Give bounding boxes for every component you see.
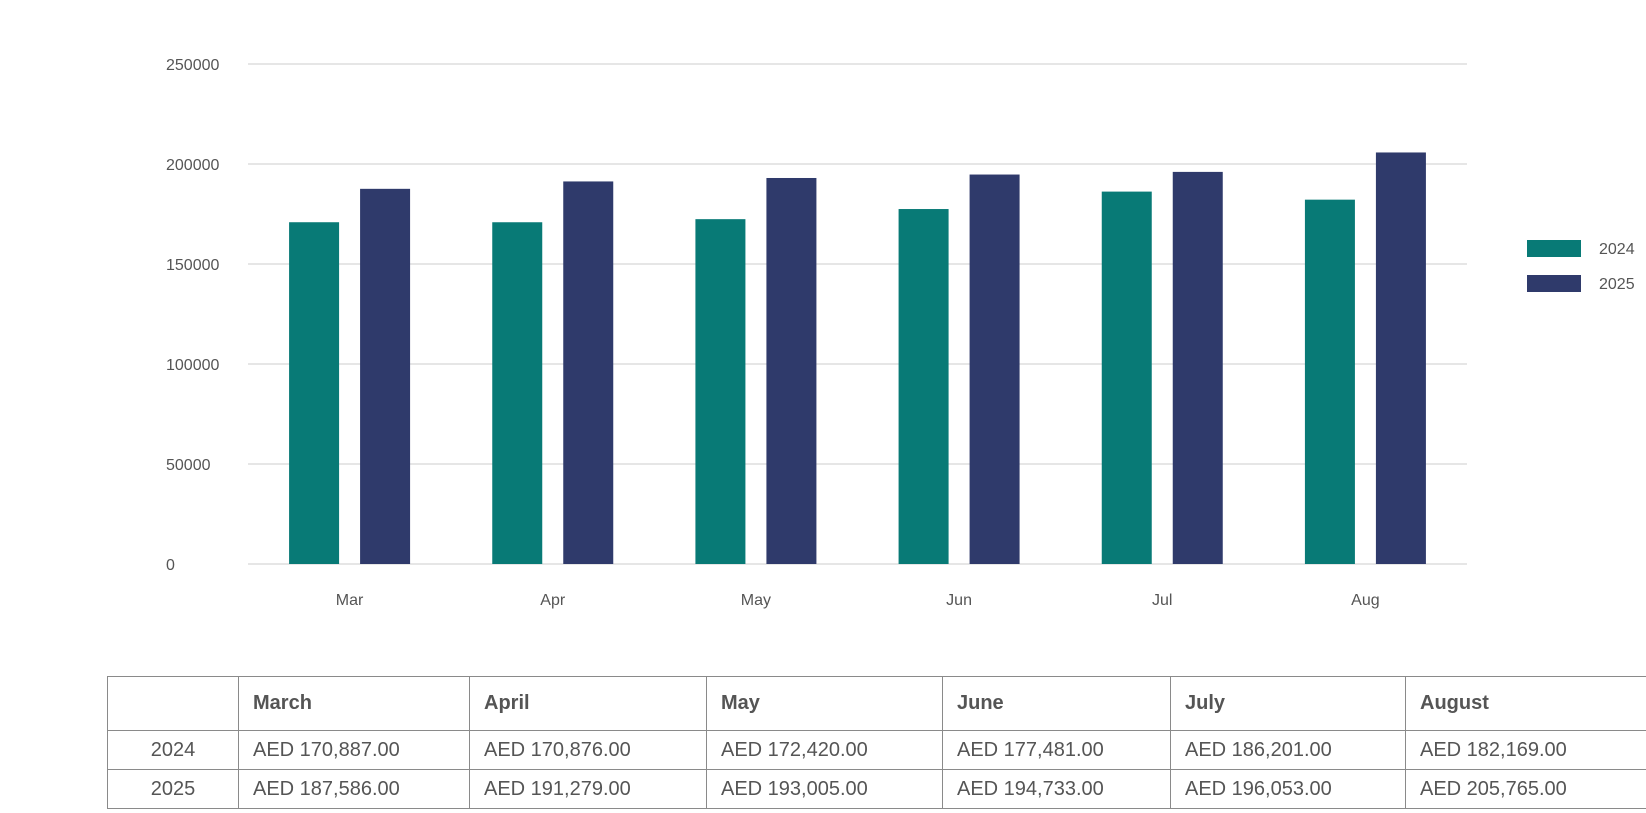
y-axis-ticks: 0 50000 100000 150000 200000 250000: [166, 57, 219, 574]
bar-2025-Jun: [969, 174, 1020, 564]
table-header-row: March April May June July August: [107, 676, 1646, 731]
table-cell: AED 177,481.00: [942, 730, 1171, 770]
legend-swatch: [1527, 275, 1581, 292]
table-cell: AED 191,279.00: [469, 769, 707, 809]
bar-2024-Jul: [1101, 191, 1152, 564]
legend-swatch: [1527, 240, 1581, 257]
bar-2025-Aug: [1375, 152, 1426, 564]
bar-2024-Jun: [898, 209, 949, 564]
table-cell: AED 170,876.00: [469, 730, 707, 770]
x-tick-label: Mar: [336, 592, 364, 609]
table-header-cell: May: [706, 676, 943, 731]
table-row: 2025 AED 187,586.00 AED 191,279.00 AED 1…: [107, 769, 1646, 809]
legend-label: 2025: [1599, 276, 1635, 293]
table-row: 2024 AED 170,887.00 AED 170,876.00 AED 1…: [107, 730, 1646, 770]
table-header-cell: August: [1405, 676, 1646, 731]
chart-legend: 2024 2025: [1527, 240, 1635, 293]
table-header-cell: June: [942, 676, 1171, 731]
data-table: March April May June July August 2024 AE…: [107, 676, 1646, 809]
table-header-cell: [107, 676, 239, 731]
chart-bars: [289, 152, 1426, 565]
x-tick-label: May: [741, 592, 771, 609]
legend-label: 2024: [1599, 241, 1635, 258]
x-axis-ticks: Mar Apr May Jun Jul Aug: [336, 592, 1380, 609]
table-cell: AED 193,005.00: [706, 769, 943, 809]
bar-2025-Jul: [1172, 171, 1223, 565]
y-tick-label: 100000: [166, 357, 219, 374]
bar-2024-Apr: [492, 222, 543, 565]
table-header-cell: March: [238, 676, 470, 731]
bar-chart: 0 50000 100000 150000 200000 250000 Mar Apr May…: [166, 57, 1635, 609]
y-tick-label: 200000: [166, 157, 219, 174]
bar-2024-May: [695, 219, 746, 564]
table-header-cell: April: [469, 676, 707, 731]
bar-2024-Mar: [289, 222, 340, 564]
table-header-cell: July: [1170, 676, 1406, 731]
y-tick-label: 0: [166, 557, 175, 574]
x-tick-label: Jun: [946, 592, 972, 609]
bar-2025-Apr: [563, 181, 614, 564]
bar-2025-May: [766, 177, 817, 565]
table-row-label: 2024: [107, 730, 239, 770]
y-tick-label: 150000: [166, 257, 219, 274]
table-cell: AED 182,169.00: [1405, 730, 1646, 770]
table-cell: AED 170,887.00: [238, 730, 470, 770]
table-cell: AED 205,765.00: [1405, 769, 1646, 809]
x-tick-label: Apr: [540, 592, 566, 609]
y-tick-label: 50000: [166, 457, 211, 474]
table-cell: AED 187,586.00: [238, 769, 470, 809]
table-row-label: 2025: [107, 769, 239, 809]
table-cell: AED 172,420.00: [706, 730, 943, 770]
table-cell: AED 186,201.00: [1170, 730, 1406, 770]
table-cell: AED 196,053.00: [1170, 769, 1406, 809]
y-tick-label: 250000: [166, 57, 219, 74]
bar-2025-Mar: [360, 188, 411, 564]
table-cell: AED 194,733.00: [942, 769, 1171, 809]
x-tick-label: Jul: [1152, 592, 1172, 609]
x-tick-label: Aug: [1351, 592, 1379, 609]
bar-2024-Aug: [1304, 199, 1355, 565]
chart-gridlines: [248, 63, 1467, 565]
